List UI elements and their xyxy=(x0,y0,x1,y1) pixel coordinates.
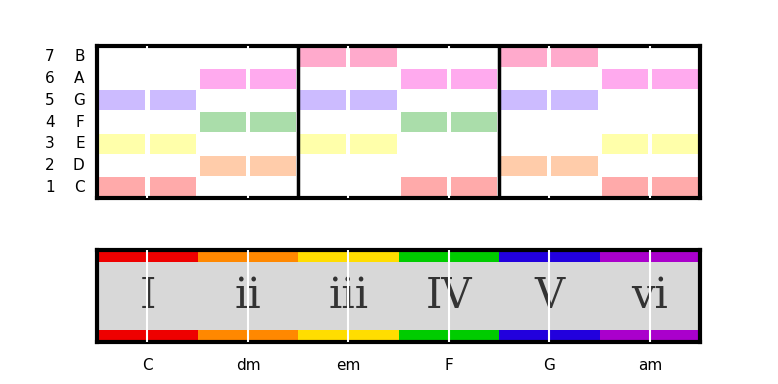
Bar xyxy=(501,47,548,67)
Bar xyxy=(401,112,447,132)
Text: C: C xyxy=(74,180,85,195)
Text: vi: vi xyxy=(632,275,668,317)
Bar xyxy=(552,90,598,111)
Text: V: V xyxy=(534,275,565,317)
Text: dm: dm xyxy=(236,358,261,373)
Text: I: I xyxy=(139,275,156,317)
Bar xyxy=(552,156,598,175)
Text: 4: 4 xyxy=(45,115,54,130)
Bar xyxy=(652,177,698,197)
Bar xyxy=(600,330,700,342)
Text: G: G xyxy=(544,358,555,373)
Bar xyxy=(97,250,198,262)
Bar xyxy=(300,47,346,67)
Bar xyxy=(149,90,196,111)
Bar xyxy=(250,112,296,132)
Bar xyxy=(401,69,447,89)
Bar xyxy=(501,90,548,111)
Text: am: am xyxy=(638,358,662,373)
Bar xyxy=(601,69,648,89)
Text: C: C xyxy=(142,358,152,373)
Bar xyxy=(198,330,298,342)
Bar xyxy=(198,250,298,342)
Bar xyxy=(398,330,499,342)
Text: em: em xyxy=(336,358,361,373)
Text: IV: IV xyxy=(426,275,472,317)
Text: G: G xyxy=(73,93,85,108)
Bar xyxy=(100,177,145,197)
Bar xyxy=(350,134,397,154)
Text: F: F xyxy=(444,358,454,373)
Bar xyxy=(298,250,398,342)
Bar xyxy=(600,250,700,342)
Text: 3: 3 xyxy=(45,136,54,151)
Text: 2: 2 xyxy=(45,158,54,173)
Text: D: D xyxy=(73,158,85,173)
Bar xyxy=(298,330,398,342)
Bar xyxy=(501,156,548,175)
Bar xyxy=(398,250,499,262)
Text: E: E xyxy=(75,136,85,151)
Bar xyxy=(300,134,346,154)
Bar xyxy=(100,134,145,154)
Bar xyxy=(100,90,145,111)
Bar xyxy=(350,47,397,67)
Bar xyxy=(601,134,648,154)
Text: A: A xyxy=(75,71,85,86)
Bar xyxy=(250,156,296,175)
Bar xyxy=(601,177,648,197)
Bar xyxy=(499,330,600,342)
Text: ii: ii xyxy=(235,275,261,317)
Bar xyxy=(451,69,497,89)
Bar xyxy=(451,177,497,197)
Text: F: F xyxy=(76,115,85,130)
Bar xyxy=(200,156,246,175)
Text: 5: 5 xyxy=(45,93,54,108)
Bar xyxy=(198,250,298,262)
Text: 1: 1 xyxy=(45,180,54,195)
Bar xyxy=(300,90,346,111)
Bar xyxy=(97,330,198,342)
Text: 7: 7 xyxy=(45,50,54,65)
Bar xyxy=(398,250,499,342)
Bar xyxy=(149,177,196,197)
Bar xyxy=(652,69,698,89)
Bar xyxy=(149,134,196,154)
Bar xyxy=(350,90,397,111)
Bar xyxy=(600,250,700,262)
Bar xyxy=(499,250,600,262)
Text: B: B xyxy=(74,50,85,65)
Text: iii: iii xyxy=(328,275,369,317)
Bar xyxy=(499,250,600,342)
Bar xyxy=(401,177,447,197)
Bar xyxy=(250,69,296,89)
Bar xyxy=(298,250,398,262)
Bar xyxy=(200,69,246,89)
Bar xyxy=(200,112,246,132)
Bar xyxy=(552,47,598,67)
Bar xyxy=(652,134,698,154)
Bar xyxy=(451,112,497,132)
Bar xyxy=(97,250,198,342)
Text: 6: 6 xyxy=(45,71,54,86)
